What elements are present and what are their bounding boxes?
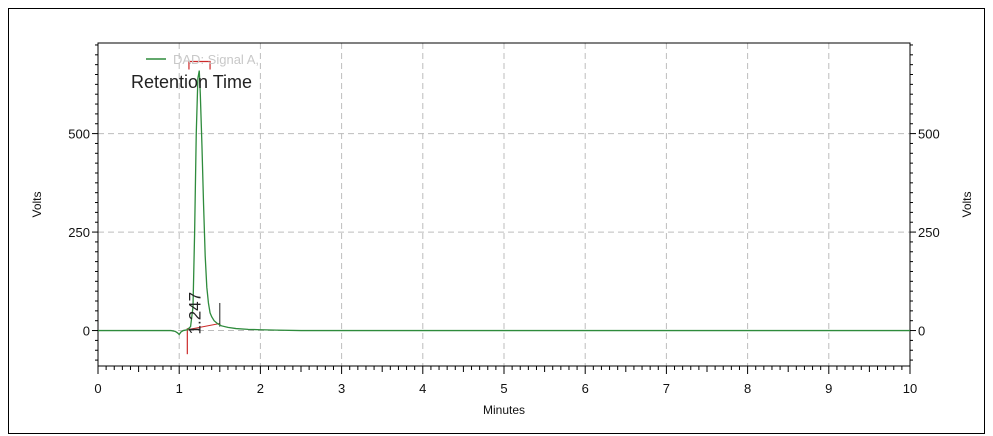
x-tick-label: 7 [663, 381, 670, 396]
y-axis-title-left: Volts [30, 191, 44, 217]
retention-time-annotation: Retention Time [131, 72, 252, 92]
peak-retention-label: 1.247 [185, 292, 204, 335]
chromatogram-frame: 0 1 2 3 4 5 6 7 8 9 10 0 0 250 250 500 500 Minutes Volts Vo… [8, 8, 985, 434]
x-tick-label: 9 [825, 381, 832, 396]
y-axis-title-right: Volts [960, 191, 974, 217]
x-tick-label: 10 [903, 381, 917, 396]
chromatogram-chart: 0 1 2 3 4 5 6 7 8 9 10 0 0 250 250 500 500 Minutes Volts Vo… [30, 42, 974, 417]
legend-label: DAD: Signal A, [173, 52, 259, 67]
baseline-marks [186, 60, 221, 355]
y-right-tick-label: 500 [918, 127, 940, 142]
x-axis-title: Minutes [483, 403, 525, 417]
y-left-tick-label: 500 [68, 127, 90, 142]
x-tick-label: 1 [176, 381, 183, 396]
x-tick-label: 0 [94, 381, 101, 396]
integration-baseline [187, 322, 220, 331]
y-right-tick-label: 250 [918, 225, 940, 240]
x-tick-label: 8 [744, 381, 751, 396]
x-tick-label: 4 [419, 381, 426, 396]
x-tick-label: 5 [500, 381, 507, 396]
x-axis-ticks [97, 366, 911, 374]
y-left-tick-label: 0 [83, 324, 90, 339]
y-axis-ticks [92, 44, 916, 361]
series-line-signal-a [98, 70, 910, 336]
y-right-tick-label: 0 [918, 324, 925, 339]
x-tick-label: 2 [257, 381, 264, 396]
x-tick-label: 6 [582, 381, 589, 396]
retention-time-bracket [188, 60, 211, 70]
x-tick-label: 3 [338, 381, 345, 396]
y-left-tick-label: 250 [68, 225, 90, 240]
